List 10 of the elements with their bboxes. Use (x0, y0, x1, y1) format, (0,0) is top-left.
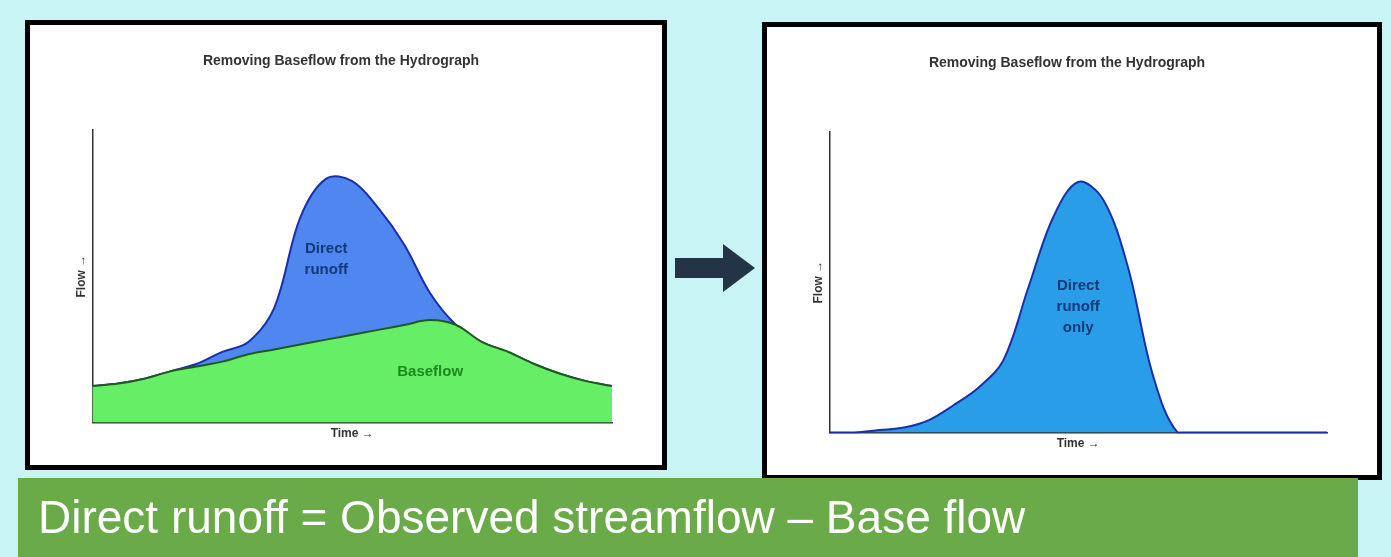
chart-title: Removing Baseflow from the Hydrograph (928, 54, 1206, 71)
series-label: Direct runoff (304, 238, 349, 277)
series-label: Direct runoff only (1056, 276, 1101, 336)
y-axis-title: Flow → (73, 254, 88, 298)
text: Direct runoff = Observed streamflow – Base flow (18, 478, 1358, 557)
y-axis-title: Flow → (810, 260, 825, 304)
chart-title: Removing Baseflow from the Hydrograph (202, 52, 480, 69)
series-label: Baseflow (397, 361, 464, 379)
x-axis-title: Time → (330, 426, 374, 441)
x-axis-title: Time → (1056, 436, 1100, 451)
